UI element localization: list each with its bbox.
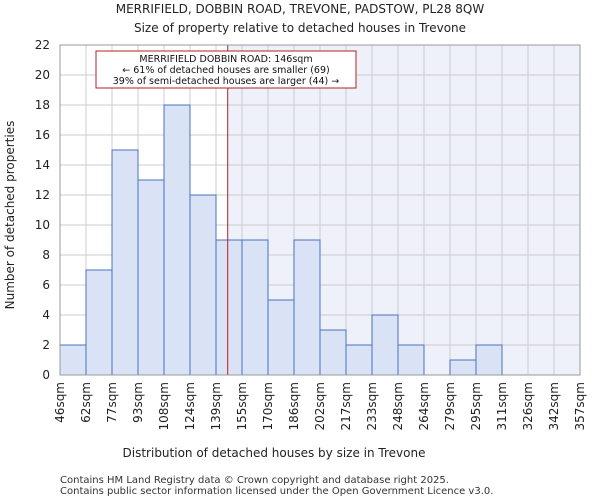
x-tick-label: 342sqm [547,382,561,430]
footer-line-1: Contains HM Land Registry data © Crown c… [60,475,449,486]
x-tick-label: 139sqm [209,382,223,430]
x-tick-label: 326sqm [521,382,535,430]
x-tick-label: 248sqm [391,382,405,430]
x-tick-label: 108sqm [157,382,171,430]
y-axis-label: Number of detached properties [3,121,17,310]
x-tick-label: 233sqm [365,382,379,430]
bar-202sqm [319,329,347,376]
x-tick-label: 124sqm [183,382,197,430]
bar-77sqm [111,149,139,376]
x-tick-label: 93sqm [131,382,145,423]
y-tick-label: 18 [35,98,50,112]
x-tick-label: 311sqm [495,382,509,430]
y-tick-label: 14 [35,158,50,172]
y-tick-label: 22 [35,38,50,52]
x-axis-label: Distribution of detached houses by size … [123,446,426,460]
bar-170sqm [267,299,295,376]
x-tick-label: 264sqm [417,382,431,430]
annotation-line-1: MERRIFIELD DOBBIN ROAD: 146sqm [139,54,312,65]
y-tick-label: 10 [35,218,50,232]
x-tick-label: 279sqm [443,382,457,430]
x-tick-label: 295sqm [469,382,483,430]
x-tick-label: 186sqm [287,382,301,430]
chart-title: MERRIFIELD, DOBBIN ROAD, TREVONE, PADSTO… [116,2,485,16]
y-tick-label: 12 [35,188,50,202]
bar-295sqm [475,344,503,376]
bar-279sqm [449,359,477,376]
y-tick-label: 16 [35,128,50,142]
footer-line-2: Contains public sector information licen… [60,486,493,497]
chart-subtitle: Size of property relative to detached ho… [134,21,466,35]
bar-108sqm [163,104,191,376]
x-tick-label: 62sqm [79,382,93,423]
y-tick-label: 6 [42,278,50,292]
x-tick-label: 357sqm [573,382,587,430]
y-tick-label: 20 [35,68,50,82]
bar-248sqm [397,344,425,376]
x-tick-label: 46sqm [53,382,67,423]
x-ticks: 46sqm 62sqm 77sqm 93sqm 108sqm 124sqm 139sqm 15… [53,382,587,430]
bar-46sqm [59,344,87,376]
bar-62sqm [85,269,113,376]
y-tick-label: 2 [42,338,50,352]
y-tick-label: 8 [42,248,50,262]
y-tick-label: 4 [42,308,50,322]
bar-233sqm [371,314,399,376]
bars [59,104,503,376]
bar-139sqm [215,239,243,376]
annotation-line-2: ← 61% of detached houses are smaller (69… [122,65,329,76]
x-tick-label: 217sqm [339,382,353,430]
bar-124sqm [189,194,217,376]
bar-93sqm [137,179,165,376]
y-tick-label: 0 [42,368,50,382]
x-tick-label: 170sqm [261,382,275,430]
bar-186sqm [293,239,321,376]
y-ticks: 0 2 4 6 8 10 12 14 16 18 20 22 [35,38,50,382]
x-tick-label: 155sqm [235,382,249,430]
bar-217sqm [345,344,373,376]
x-tick-label: 202sqm [313,382,327,430]
bar-155sqm [241,239,269,376]
annotation-box: MERRIFIELD DOBBIN ROAD: 146sqm ← 61% of … [95,50,357,89]
plot-frame [59,44,581,376]
x-tick-label: 77sqm [105,382,119,423]
annotation-border [95,50,357,89]
annotation-line-3: 39% of semi-detached houses are larger (… [113,76,340,87]
